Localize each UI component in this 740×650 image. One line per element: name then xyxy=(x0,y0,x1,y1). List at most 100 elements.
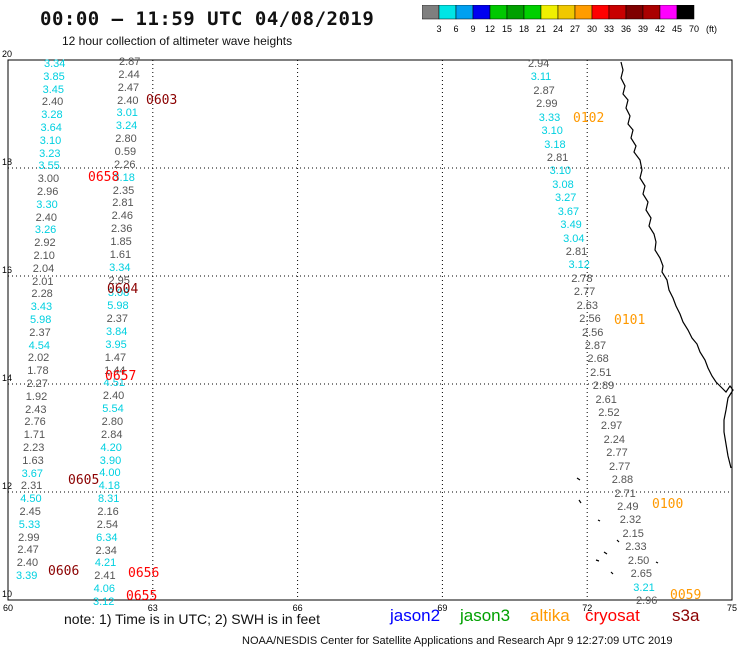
footer-note: note: 1) Time is in UTC; 2) SWH is in fe… xyxy=(64,611,320,627)
scale-tick-label: 6 xyxy=(453,24,458,34)
wave-height-value: 5.98 xyxy=(30,314,52,326)
wave-height-value: 2.45 xyxy=(19,506,41,518)
wave-height-value: 2.63 xyxy=(576,299,599,312)
wave-height-value: 2.65 xyxy=(630,568,653,581)
wave-height-value: 3.67 xyxy=(557,205,580,218)
wave-height-value: 4.50 xyxy=(20,493,42,506)
scale-tick-label: 39 xyxy=(638,24,648,34)
wave-height-value: 2.15 xyxy=(622,527,644,540)
color-scale-legend: 3 6 9 12 15 18 21 24 27 30 33 36 39 42 45 70 (ft) xyxy=(422,5,717,34)
wave-height-value: 2.80 xyxy=(101,416,124,428)
pass-time-label: 0605 xyxy=(68,473,100,488)
wave-height-value: 2.80 xyxy=(115,133,137,146)
wave-height-value: 3.21 xyxy=(633,581,655,594)
wave-height-value: 8.31 xyxy=(97,493,120,506)
y-tick-label: 10 xyxy=(2,589,12,599)
wave-height-value: 2.94 xyxy=(528,58,550,70)
wave-height-value: 2.88 xyxy=(611,474,634,487)
wave-height-value: 1.78 xyxy=(27,365,49,378)
x-tick-label: 75 xyxy=(727,603,737,613)
wave-height-value: 2.24 xyxy=(603,433,626,446)
scale-tick-label: 15 xyxy=(502,24,512,34)
pass-time-label: 0655 xyxy=(126,589,158,604)
wave-height-value: 2.41 xyxy=(94,570,116,583)
wave-height-value: 2.35 xyxy=(112,184,135,197)
legend-cryosat: cryosat xyxy=(585,606,640,625)
wave-height-value: 2.81 xyxy=(112,197,134,210)
wave-height-value: 2.95 xyxy=(108,274,130,287)
wave-height-value: 2.37 xyxy=(106,313,129,326)
wave-height-value: 1.61 xyxy=(109,248,132,261)
wave-height-value: 2.40 xyxy=(117,94,139,107)
pass-time-label: 0101 xyxy=(614,313,646,328)
credit-line: NOAA/NESDIS Center for Satellite Applica… xyxy=(242,635,673,647)
pass-time-label: 0059 xyxy=(670,588,702,603)
wave-height-value: 2.51 xyxy=(590,366,612,379)
scale-tick-label: 45 xyxy=(672,24,682,34)
wave-height-value: 2.77 xyxy=(606,447,628,460)
wave-height-value: 2.31 xyxy=(20,480,43,493)
wave-height-value: 2.77 xyxy=(573,286,596,299)
wave-height-value: 2.77 xyxy=(609,460,631,473)
wave-height-value: 2.81 xyxy=(565,245,588,258)
wave-height-value: 3.95 xyxy=(105,338,127,351)
wave-height-value: 2.49 xyxy=(617,501,639,514)
wave-height-value: 2.36 xyxy=(110,223,133,236)
y-tick-label: 16 xyxy=(2,265,12,275)
wave-height-value: 5.54 xyxy=(102,403,124,416)
legend-altika: altika xyxy=(530,606,570,625)
wave-height-value: 2.52 xyxy=(598,407,620,420)
scale-tick-label: 70 xyxy=(689,24,699,34)
wave-height-value: 2.87 xyxy=(533,84,555,97)
wave-height-value: 2.16 xyxy=(97,506,119,518)
scale-tick-label: 42 xyxy=(655,24,665,34)
wave-height-value: 3.85 xyxy=(43,70,65,83)
pass-time-label: 0606 xyxy=(48,564,80,579)
wave-height-value: 3.23 xyxy=(39,147,61,160)
coastline-path xyxy=(620,61,734,469)
wave-height-value: 2.56 xyxy=(579,313,601,326)
wave-height-value: 3.49 xyxy=(560,219,582,232)
wave-height-value: 2.96 xyxy=(37,186,59,198)
scale-tick-label: 24 xyxy=(553,24,563,34)
wave-height-value: 2.99 xyxy=(536,98,558,111)
wave-height-value: 6.34 xyxy=(96,531,118,544)
wave-height-value: 4.51 xyxy=(103,377,125,390)
wave-height-value: 1.71 xyxy=(23,429,46,442)
wave-height-value: 3.18 xyxy=(544,138,566,151)
scale-tick-label: 30 xyxy=(587,24,597,34)
wave-height-value: 3.11 xyxy=(530,71,552,84)
wave-height-value: 2.01 xyxy=(32,275,54,288)
scale-tick-label: 27 xyxy=(570,24,580,34)
x-tick-label: 66 xyxy=(293,603,303,613)
wave-height-value: 5.98 xyxy=(107,300,129,313)
wave-height-value: 3.12 xyxy=(568,259,590,272)
legend-s3a: s3a xyxy=(672,606,700,625)
y-tick-label: 18 xyxy=(2,157,12,167)
wave-height-value: 2.26 xyxy=(114,158,136,171)
scale-swatch xyxy=(676,5,695,20)
wave-height-value: 2.56 xyxy=(582,326,604,339)
x-tick-label: 60 xyxy=(3,603,13,613)
wave-height-value: 3.64 xyxy=(40,122,62,134)
y-tick-label: 20 xyxy=(2,49,12,59)
wave-height-value: 2.40 xyxy=(102,390,125,403)
wave-height-value: 2.99 xyxy=(18,531,40,544)
axis-tick-labels: 60 63 66 69 72 75 20 18 16 14 12 10 xyxy=(2,49,737,613)
wave-height-value: 3.34 xyxy=(44,58,66,70)
wave-height-value: 3.18 xyxy=(113,171,135,184)
wave-height-value: 2.50 xyxy=(627,554,650,567)
wave-height-value: 3.08 xyxy=(107,287,130,300)
coastline-islands xyxy=(576,477,659,575)
x-tick-label: 69 xyxy=(437,603,447,613)
wave-height-value: 3.10 xyxy=(541,125,563,138)
coastline xyxy=(576,61,734,575)
wave-height-value: 2.61 xyxy=(595,393,617,406)
wave-height-value: 2.76 xyxy=(24,416,46,429)
wave-height-value: 3.24 xyxy=(115,120,138,133)
pass-time-label: 0658 xyxy=(88,170,120,185)
wave-height-value: 2.23 xyxy=(23,442,45,454)
page-subtitle: 12 hour collection of altimeter wave hei… xyxy=(62,34,293,48)
wave-height-value: 2.37 xyxy=(29,326,51,339)
wave-height-value: 5.33 xyxy=(18,518,41,531)
